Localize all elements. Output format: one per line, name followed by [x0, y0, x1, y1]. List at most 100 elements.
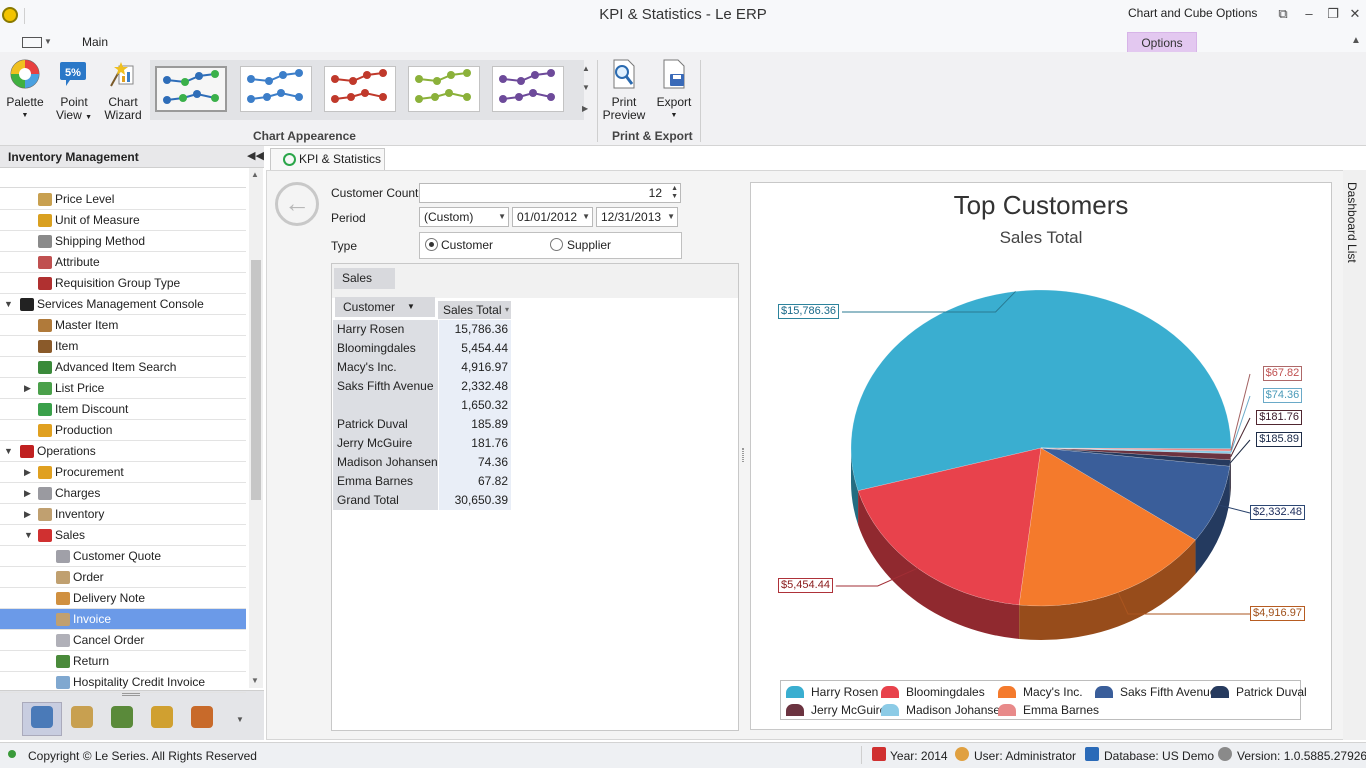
pie-chart[interactable] [750, 260, 1332, 680]
expand-arrow-icon[interactable]: ▼ [4, 299, 13, 309]
back-arrow-icon[interactable]: ← [275, 182, 319, 226]
date-from-input[interactable]: 01/01/2012 ▼ [512, 207, 593, 227]
tab-main[interactable]: Main [82, 35, 109, 49]
minimize-icon[interactable]: – [1305, 6, 1313, 21]
gallery-style-2[interactable] [240, 66, 312, 112]
tab-kpi-statistics[interactable]: KPI & Statistics [270, 148, 385, 170]
tree-item-customer-quote[interactable]: Customer Quote [0, 546, 246, 567]
close-icon[interactable]: ✕ [1349, 6, 1361, 21]
tree-item-item-discount[interactable]: Item Discount [0, 399, 246, 420]
chart-wizard-button[interactable]: Chart Wizard [99, 58, 147, 122]
expand-arrow-icon[interactable]: ▼ [4, 446, 13, 456]
scroll-down-icon[interactable]: ▼ [251, 676, 259, 685]
maximize-icon[interactable]: ❐ [1327, 6, 1339, 21]
gallery-down-icon[interactable]: ▼ [582, 83, 590, 92]
settings-module-icon[interactable] [191, 706, 213, 728]
customer-radio-label[interactable]: Customer [441, 238, 494, 252]
date-to-dropdown-icon[interactable]: ▼ [667, 212, 675, 221]
tree-item-list-price[interactable]: ▶ List Price [0, 378, 246, 399]
quick-access-chevron-icon[interactable]: ▼ [44, 37, 52, 46]
money-module-icon[interactable] [111, 706, 133, 728]
tree-item-procurement[interactable]: ▶ Procurement [0, 462, 246, 483]
tree-item-invoice[interactable]: Invoice [0, 609, 246, 630]
navigation-search-input[interactable] [0, 168, 246, 188]
quick-access-icon[interactable] [22, 37, 42, 48]
customer-count-stepper[interactable]: 12 ▲ ▼ [419, 183, 681, 203]
tree-item-cancel-order[interactable]: Cancel Order [0, 630, 246, 651]
table-row[interactable]: Jerry McGuire 181.76 [333, 434, 511, 453]
table-row[interactable]: Harry Rosen 15,786.36 [333, 320, 511, 339]
gallery-style-3[interactable] [324, 66, 396, 112]
restore-layout-icon[interactable]: ⧉ [1278, 6, 1288, 21]
print-preview-button[interactable]: Print Preview [600, 58, 648, 122]
tree-item-unit-of-measure[interactable]: Unit of Measure [0, 210, 246, 231]
expand-arrow-icon[interactable]: ▼ [24, 530, 33, 540]
gallery-more-icon[interactable]: ▶ [582, 104, 589, 113]
table-row[interactable]: Saks Fifth Avenue 2,332.48 [333, 377, 511, 396]
palette-button[interactable]: Palette ▼ [1, 58, 49, 122]
tree-item-charges[interactable]: ▶ Charges [0, 483, 246, 504]
tree-item-inventory[interactable]: ▶ Inventory [0, 504, 246, 525]
supplier-radio-label[interactable]: Supplier [567, 238, 612, 252]
pivot-row-field-customer[interactable]: Customer ▼ [335, 297, 435, 317]
export-button[interactable]: Export ▼ [650, 58, 698, 122]
legend-item[interactable]: Madison Johansen [881, 702, 1007, 718]
legend-item[interactable]: Emma Barnes [998, 702, 1099, 718]
app-logo-icon[interactable] [2, 7, 18, 23]
table-row[interactable]: 1,650.32 [333, 396, 511, 415]
table-row[interactable]: Bloomingdales 5,454.44 [333, 339, 511, 358]
inventory-module-icon[interactable] [31, 706, 53, 728]
pie-slice-2[interactable] [857, 447, 1042, 606]
gallery-style-4[interactable] [408, 66, 480, 112]
tree-item-price-level[interactable]: Price Level [0, 189, 246, 210]
tree-item-services-management-console[interactable]: ▼ Services Management Console [0, 294, 246, 315]
tree-item-master-item[interactable]: Master Item [0, 315, 246, 336]
ribbon-collapse-icon[interactable]: ▲ [1351, 35, 1361, 46]
date-from-dropdown-icon[interactable]: ▼ [582, 212, 590, 221]
tree-item-production[interactable]: Production [0, 420, 246, 441]
legend-item[interactable]: Harry Rosen [786, 684, 886, 700]
tree-item-item[interactable]: Item [0, 336, 246, 357]
table-row[interactable]: Emma Barnes 67.82 [333, 472, 511, 491]
tree-item-attribute[interactable]: Attribute [0, 252, 246, 273]
table-row[interactable]: Patrick Duval 185.89 [333, 415, 511, 434]
period-dropdown-icon[interactable]: ▼ [498, 212, 506, 221]
customer-radio[interactable] [425, 238, 438, 251]
collapse-arrow-icon[interactable]: ▶ [24, 467, 31, 477]
gallery-style-5[interactable] [492, 66, 564, 112]
tab-options[interactable]: Options [1127, 32, 1197, 52]
pivot-data-field[interactable]: Sales [334, 268, 395, 289]
point-view-button[interactable]: 5% Point View ▼ [50, 58, 98, 124]
supplier-radio[interactable] [550, 238, 563, 251]
module-more-icon[interactable]: ▼ [236, 715, 244, 724]
legend-item[interactable]: Jerry McGuire [786, 702, 886, 718]
legend-item[interactable]: Saks Fifth Avenue [1095, 684, 1217, 700]
table-row[interactable]: Grand Total 30,650.39 [333, 491, 511, 510]
pie-slice-6[interactable] [1040, 447, 1232, 461]
splitter-grip-icon[interactable] [122, 693, 140, 696]
pie-slice-4[interactable] [1040, 447, 1231, 541]
legend-item[interactable]: Macy's Inc. [998, 684, 1098, 700]
date-to-input[interactable]: 12/31/2013 ▼ [596, 207, 678, 227]
table-row[interactable]: Macy's Inc. 4,916.97 [333, 358, 511, 377]
scroll-up-icon[interactable]: ▲ [251, 170, 259, 179]
pivot-column-header[interactable]: Sales Total ▾ [438, 301, 511, 319]
finance-module-icon[interactable] [71, 706, 93, 728]
table-row[interactable]: Madison Johansen 74.36 [333, 453, 511, 472]
collapse-arrow-icon[interactable]: ▶ [24, 509, 31, 519]
tree-item-sales[interactable]: ▼ Sales [0, 525, 246, 546]
period-select[interactable]: (Custom) ▼ [419, 207, 509, 227]
legend-item[interactable]: Patrick Duval [1211, 684, 1311, 700]
tree-item-order[interactable]: Order [0, 567, 246, 588]
collapse-arrow-icon[interactable]: ▶ [24, 383, 31, 393]
scroll-thumb[interactable] [251, 260, 261, 500]
tree-item-hospitality-credit-invoice[interactable]: Hospitality Credit Invoice [0, 672, 246, 693]
filter-dropdown-icon[interactable]: ▼ [407, 302, 415, 311]
tree-item-requisition-group-type[interactable]: Requisition Group Type [0, 273, 246, 294]
people-module-icon[interactable] [151, 706, 173, 728]
tree-item-advanced-item-search[interactable]: Advanced Item Search [0, 357, 246, 378]
splitter-handle-icon[interactable] [742, 448, 744, 462]
tree-item-shipping-method[interactable]: Shipping Method [0, 231, 246, 252]
tree-item-delivery-note[interactable]: Delivery Note [0, 588, 246, 609]
dashboard-list-tab[interactable]: Dashboard List [1345, 182, 1359, 263]
